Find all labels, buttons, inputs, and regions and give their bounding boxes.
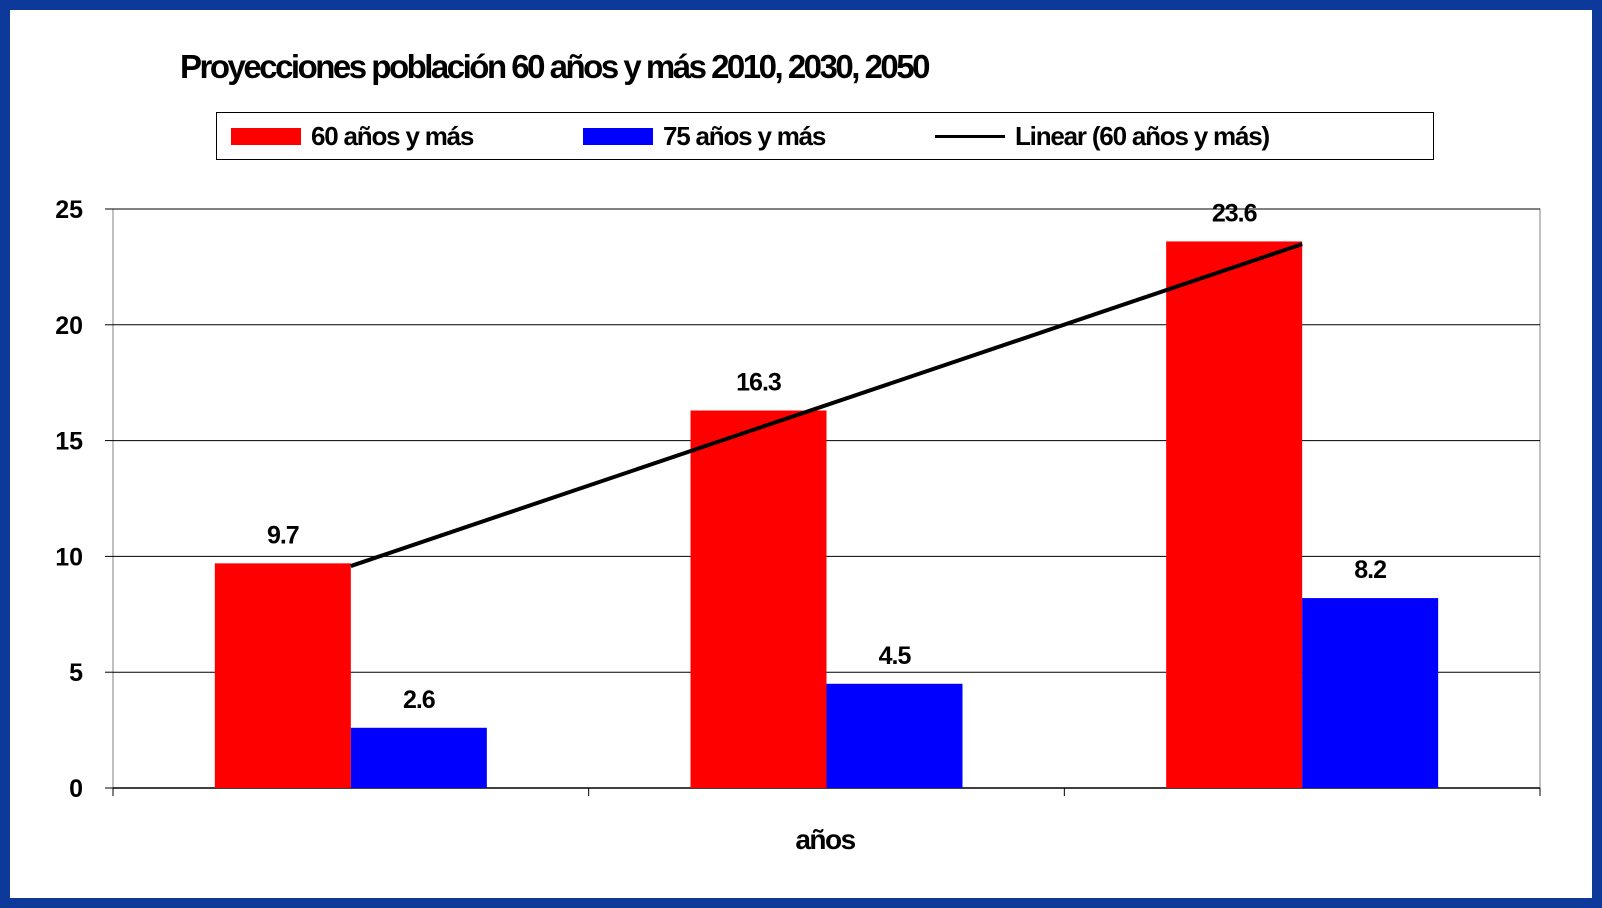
y-tick-label-0: 0 bbox=[69, 775, 83, 803]
legend: 60 años y más 75 años y más Linear (60 a… bbox=[216, 112, 1434, 160]
bar-s1-c2 bbox=[1302, 598, 1439, 788]
legend-swatch-75 bbox=[583, 127, 653, 145]
bar-s0-c0 bbox=[214, 563, 351, 788]
legend-item-60: 60 años y más bbox=[231, 113, 474, 159]
y-tick-label-3: 15 bbox=[55, 428, 83, 456]
legend-label-60: 60 años y más bbox=[311, 120, 474, 151]
data-label-s0-c0: 9.7 bbox=[267, 521, 299, 549]
y-tick-label-5: 25 bbox=[55, 196, 83, 224]
data-label-s1-c2: 8.2 bbox=[1354, 556, 1386, 584]
data-label-s0-c1: 16.3 bbox=[736, 368, 781, 396]
y-tick-label-1: 5 bbox=[69, 659, 83, 687]
legend-item-trend: Linear (60 años y más) bbox=[935, 113, 1270, 159]
x-axis-label: años bbox=[795, 824, 856, 855]
y-tick-label-2: 10 bbox=[55, 543, 83, 571]
bar-s0-c1 bbox=[690, 410, 827, 788]
bar-s1-c0 bbox=[350, 727, 487, 788]
bar-chart: 0 5 10 15 20 25 9.7 16.3 23.6 2.6 4.5 8.2 bbox=[55, 196, 1541, 803]
legend-item-75: 75 años y más bbox=[583, 113, 826, 159]
bar-s1-c1 bbox=[826, 683, 963, 788]
legend-label-75: 75 años y más bbox=[663, 120, 826, 151]
trendline bbox=[350, 242, 1303, 568]
legend-swatch-trend bbox=[935, 134, 1005, 138]
chart-frame: Proyecciones población 60 años y más 201… bbox=[10, 10, 1592, 898]
bar-s0-c2 bbox=[1166, 241, 1303, 788]
y-tick-label-4: 20 bbox=[55, 312, 83, 340]
legend-label-trend: Linear (60 años y más) bbox=[1015, 120, 1270, 151]
data-label-s1-c1: 4.5 bbox=[879, 642, 912, 670]
legend-swatch-60 bbox=[231, 127, 301, 145]
chart-title: Proyecciones población 60 años y más 201… bbox=[180, 48, 931, 85]
data-label-s1-c0: 2.6 bbox=[403, 686, 435, 714]
data-label-s0-c2: 23.6 bbox=[1212, 199, 1257, 227]
